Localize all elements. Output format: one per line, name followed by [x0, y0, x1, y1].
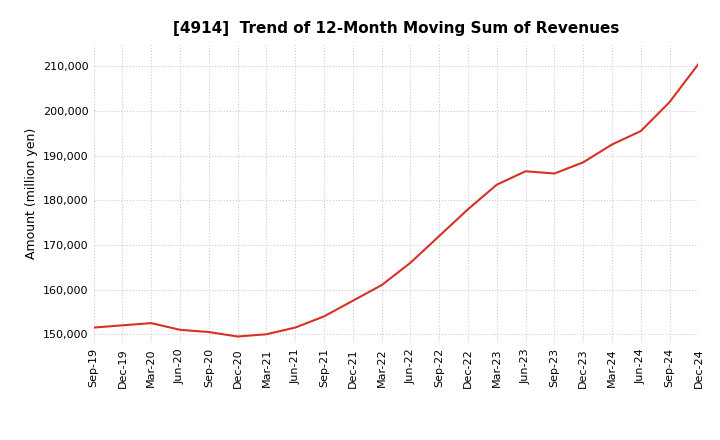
Y-axis label: Amount (million yen): Amount (million yen) [24, 128, 37, 259]
Title: [4914]  Trend of 12-Month Moving Sum of Revenues: [4914] Trend of 12-Month Moving Sum of R… [173, 21, 619, 36]
